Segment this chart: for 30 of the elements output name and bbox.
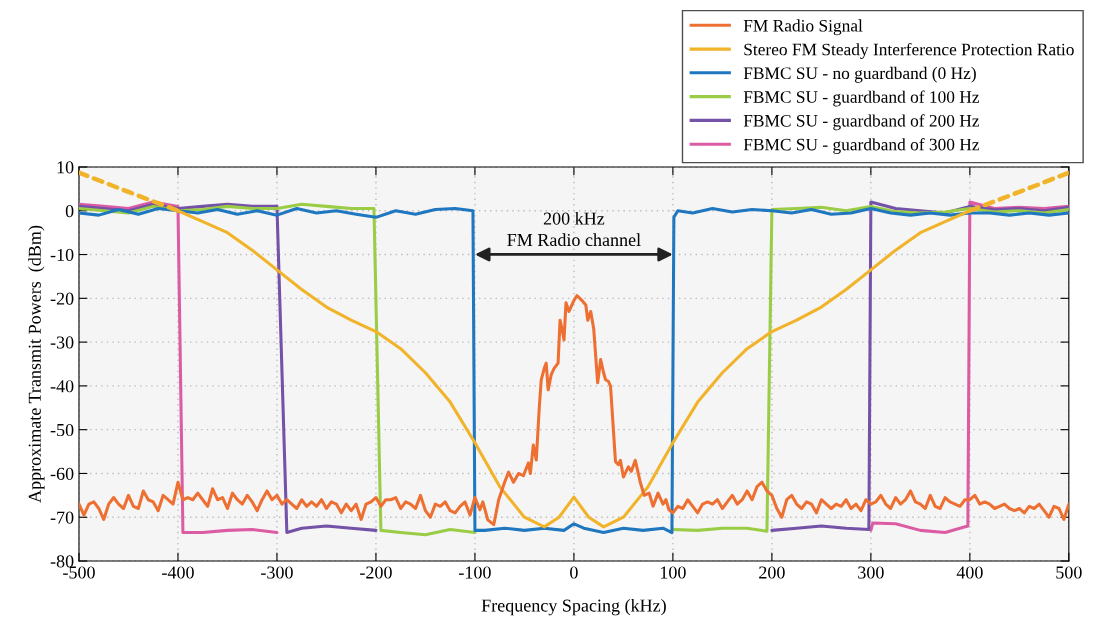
y-tick-label: -30 [50, 336, 74, 349]
x-tick-label: 500 [1056, 566, 1082, 579]
y-tick-label: -20 [50, 292, 74, 305]
y-tick-label: -40 [50, 380, 74, 393]
y-axis-title: Approximate Transmit Powers (dBm) [28, 225, 45, 503]
y-tick-label: -50 [50, 423, 74, 437]
x-tick-label: 100 [660, 566, 686, 579]
x-tick-label: -500 [63, 566, 95, 579]
legend-label: FBMC SU - guardband of 200 Hz [743, 114, 980, 131]
x-tick-label: -100 [459, 566, 491, 579]
x-tick-label: 200 [759, 566, 785, 579]
x-axis-title: Frequency Spacing (kHz) [481, 598, 666, 616]
y-tick-label: -70 [50, 511, 74, 524]
x-tick-label: -400 [162, 566, 194, 579]
x-tick-label: 300 [858, 566, 884, 579]
x-tick-label: -300 [261, 566, 293, 579]
legend-label: FBMC SU - no guardband (0 Hz) [743, 66, 976, 83]
legend-label: FM Radio Signal [743, 19, 863, 36]
x-tick-label: 0 [570, 566, 578, 579]
legend-label: Stereo FM Steady Interference Protection Ratio [744, 42, 1074, 59]
y-tick-label: -80 [50, 555, 74, 568]
y-tick-label: 0 [65, 205, 74, 218]
y-tick-label: -60 [50, 467, 74, 480]
legend-label: FBMC SU - guardband of 300 Hz [743, 138, 980, 154]
x-tick-label: 400 [956, 566, 983, 579]
y-tick-label: -10 [50, 248, 74, 261]
x-tick-label: -200 [360, 566, 392, 579]
annotation: 200 kHz FM Radio channel [507, 211, 641, 247]
y-tick-label: 10 [57, 161, 74, 174]
legend-label: FBMC SU - guardband of 100 Hz [743, 90, 980, 107]
